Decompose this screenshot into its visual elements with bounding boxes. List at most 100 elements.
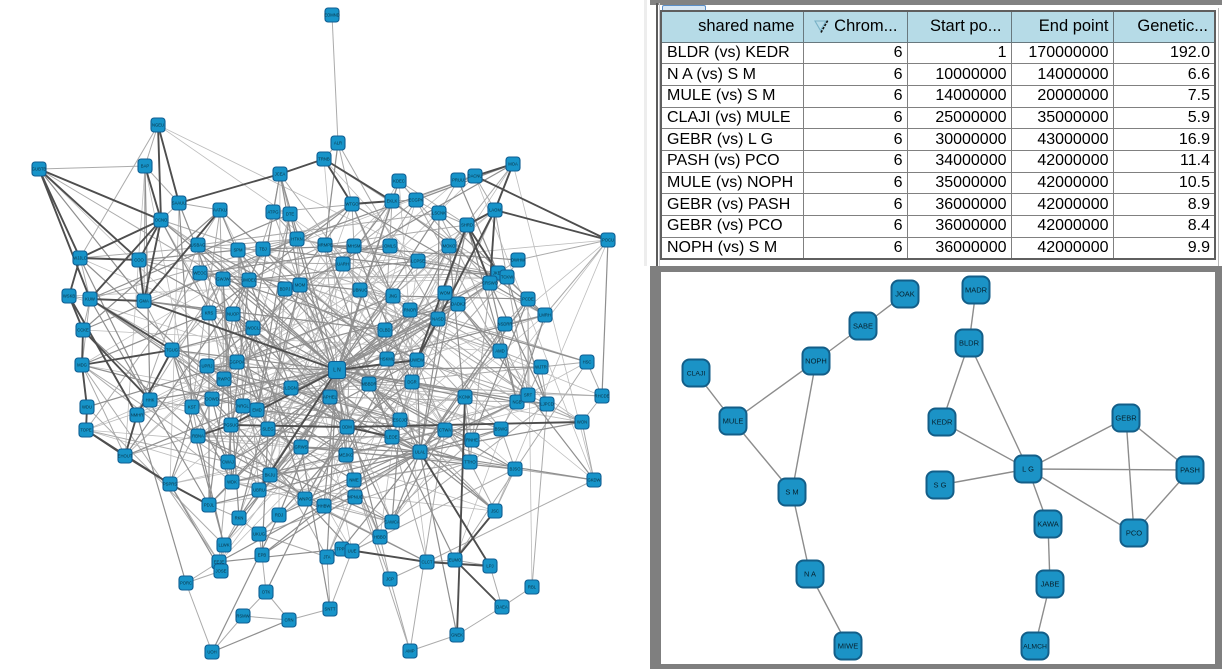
svg-text:AMD: AMD [495, 349, 504, 354]
svg-text:MULE: MULE [723, 417, 744, 426]
svg-text:NMHR: NMHR [131, 413, 144, 418]
svg-text:MRMPE: MRMPE [317, 243, 333, 248]
svg-text:LCPSE: LCPSE [411, 259, 425, 264]
svg-text:WDK: WDK [227, 480, 237, 485]
svg-text:USBAG: USBAG [191, 243, 206, 248]
svg-text:RNHE: RNHE [466, 438, 478, 443]
svg-text:CLBD: CLBD [379, 328, 390, 333]
svg-text:APHEL: APHEL [323, 395, 337, 400]
svg-text:WTGO: WTGO [345, 202, 359, 207]
svg-text:TCKW: TCKW [501, 275, 513, 280]
svg-text:PDJL: PDJL [204, 503, 215, 508]
svg-text:GWJW: GWJW [216, 277, 229, 282]
svg-text:PCDE: PCDE [522, 297, 534, 302]
svg-text:UOH: UOH [207, 650, 216, 655]
svg-text:CLCT: CLCT [422, 560, 433, 565]
svg-text:KEDR: KEDR [932, 418, 953, 427]
svg-text:HTKN: HTKN [291, 237, 302, 242]
svg-text:PORC: PORC [180, 581, 192, 586]
svg-text:TGUG: TGUG [166, 348, 178, 353]
svg-text:OMLS: OMLS [384, 244, 396, 249]
svg-text:UKUG: UKUG [253, 532, 265, 537]
svg-text:AATKU: AATKU [213, 208, 227, 213]
svg-text:RNOR: RNOR [404, 308, 416, 313]
svg-text:LAOM: LAOM [489, 208, 501, 213]
svg-text:KRS: KRS [205, 311, 214, 316]
svg-text:NSDRR: NSDRR [498, 322, 513, 327]
svg-text:LEOE: LEOE [386, 435, 397, 440]
svg-text:BKJU: BKJU [265, 473, 276, 478]
svg-text:NME: NME [349, 478, 359, 483]
svg-text:NASD: NASD [432, 317, 444, 322]
svg-text:EEJE: EEJE [214, 560, 225, 565]
svg-text:WJTR: WJTR [535, 365, 547, 370]
svg-text:EKLK: EKLK [387, 199, 398, 204]
svg-text:POCU: POCU [602, 238, 614, 243]
svg-text:KDEC: KDEC [393, 179, 405, 184]
svg-text:RSMW: RSMW [236, 614, 249, 619]
svg-text:DWHW: DWHW [511, 258, 525, 263]
svg-text:GRWS: GRWS [295, 445, 308, 450]
svg-text:RWPO: RWPO [218, 377, 232, 382]
svg-text:S G: S G [934, 481, 947, 490]
svg-text:EOMND: EOMND [324, 13, 340, 18]
svg-text:RBL: RBL [528, 585, 537, 590]
svg-text:TOPE: TOPE [80, 428, 92, 433]
svg-text:HHBW: HHBW [318, 504, 331, 509]
svg-text:MHSM: MHSM [348, 244, 361, 249]
svg-text:JOSE: JOSE [216, 569, 227, 574]
svg-text:DGR: DGR [407, 380, 416, 385]
svg-text:COO: COO [134, 258, 144, 263]
svg-text:WNPG: WNPG [298, 497, 311, 502]
svg-text:TRNB: TRNB [318, 157, 330, 162]
svg-text:OOWD: OOWD [205, 397, 219, 402]
svg-text:JOAK: JOAK [895, 290, 915, 299]
svg-text:EPB: EPB [258, 553, 267, 558]
svg-text:NUOP: NUOP [227, 312, 239, 317]
svg-text:UPRJ: UPRJ [202, 364, 213, 369]
svg-text:L G: L G [1022, 465, 1034, 474]
svg-text:BSWG: BSWG [495, 427, 508, 432]
svg-text:JCP: JCP [386, 577, 394, 582]
svg-text:ESCJO: ESCJO [393, 418, 408, 423]
svg-text:GKDW: GKDW [587, 478, 600, 483]
svg-text:KUW: KUW [85, 297, 95, 302]
svg-text:GUBTB: GUBTB [32, 167, 47, 172]
svg-text:GGPOA: GGPOA [229, 360, 245, 365]
svg-text:WDU: WDU [82, 405, 92, 410]
svg-text:WOCL: WOCL [247, 326, 260, 331]
svg-text:N A: N A [804, 570, 816, 579]
svg-text:WSKB: WSKB [63, 294, 76, 299]
svg-text:CLAJI: CLAJI [687, 371, 706, 378]
svg-text:HBBO: HBBO [374, 535, 387, 540]
svg-text:EUMO: EUMO [449, 558, 462, 563]
svg-text:JCEA: JCEA [275, 172, 286, 177]
svg-text:MDG: MDG [77, 363, 87, 368]
svg-text:LSCNK: LSCNK [432, 211, 446, 216]
svg-text:CRN: CRN [284, 618, 293, 623]
svg-text:UMOEC: UMOEC [241, 278, 257, 283]
svg-text:MOA: MOA [508, 162, 518, 167]
svg-text:UARH: UARH [337, 262, 349, 267]
svg-text:OTK: OTK [262, 590, 271, 595]
svg-text:UBRU: UBRU [253, 488, 265, 493]
svg-text:CRSWO: CRSWO [482, 281, 499, 286]
svg-text:ECGPK: ECGPK [409, 198, 424, 203]
svg-text:WPNUG: WPNUG [347, 495, 363, 500]
svg-text:SABE: SABE [853, 322, 873, 331]
svg-text:PRUU: PRUU [452, 178, 464, 183]
svg-text:KAWA: KAWA [1037, 520, 1059, 529]
svg-text:HSC: HSC [583, 360, 592, 365]
svg-text:LLWK: LLWK [218, 543, 229, 548]
svg-text:CTWA: CTWA [439, 428, 451, 433]
svg-text:JSC: JSC [491, 509, 499, 514]
svg-text:GNEK: GNEK [451, 633, 463, 638]
svg-text:BLDR: BLDR [959, 339, 980, 348]
svg-text:SNTT: SNTT [325, 607, 336, 612]
svg-text:CCKE: CCKE [77, 328, 89, 333]
svg-text:UWEW: UWEW [410, 358, 424, 363]
svg-text:SAAUU: SAAUU [172, 201, 186, 206]
svg-text:DADKJ: DADKJ [451, 302, 465, 307]
svg-text:EHOUT: EHOUT [118, 454, 133, 459]
svg-text:TPPO: TPPO [336, 547, 348, 552]
